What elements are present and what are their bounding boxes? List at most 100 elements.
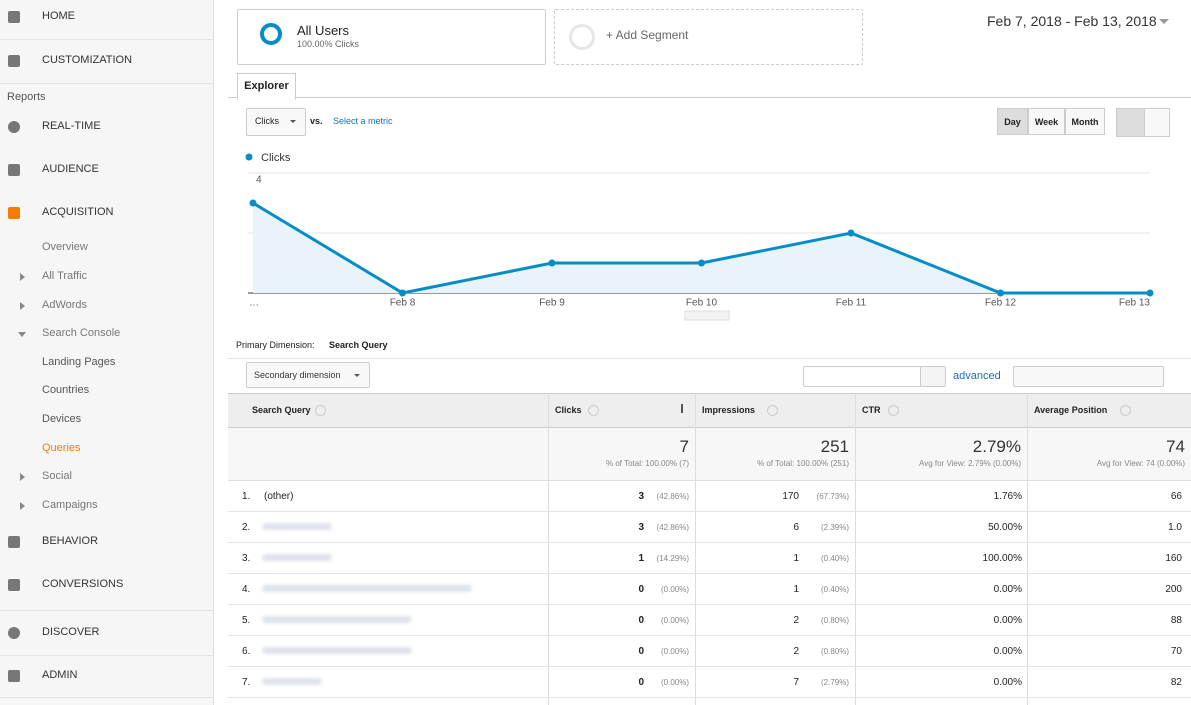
row-divider — [228, 666, 1191, 667]
point — [847, 229, 855, 237]
period-button[interactable]: Month — [1065, 108, 1105, 135]
nav-item[interactable]: Devices — [42, 413, 82, 425]
nav-arrow — [20, 273, 25, 281]
nav-item[interactable]: Countries — [42, 384, 90, 396]
segment-name: All Users — [297, 23, 350, 38]
impressions: 1 — [793, 584, 799, 595]
nav-item[interactable]: ADMIN — [42, 669, 78, 681]
impressions: 7 — [793, 677, 799, 688]
nav-item[interactable]: Search Console — [42, 327, 121, 339]
search-button[interactable] — [920, 366, 946, 387]
nav-item[interactable]: Queries — [42, 442, 81, 454]
redacted-query — [262, 678, 322, 685]
nav-item[interactable]: ACQUISITION — [42, 206, 114, 218]
column-divider — [1027, 393, 1028, 705]
column-header[interactable]: Search Query — [252, 405, 311, 415]
nav-arrow — [20, 302, 25, 310]
date-range[interactable]: Feb 7, 2018 - Feb 13, 2018 — [987, 13, 1157, 29]
nav-item[interactable]: CUSTOMIZATION — [42, 54, 133, 66]
ctr: 50.00% — [988, 522, 1022, 533]
clicks-share: (42.86%) — [656, 492, 689, 501]
view-toggles[interactable] — [1013, 366, 1164, 387]
clicks-share: (0.00%) — [660, 647, 689, 656]
nav-icon — [8, 55, 20, 67]
clicks-share: (0.00%) — [660, 678, 689, 687]
ctr: 1.76% — [993, 491, 1022, 502]
clicks: 0 — [638, 646, 644, 657]
query[interactable]: (other) — [264, 491, 294, 502]
nav-item[interactable]: Campaigns — [42, 499, 98, 511]
sidebar-divider — [0, 610, 213, 611]
metric-select[interactable]: Clicks — [246, 108, 306, 136]
clicks: 0 — [638, 584, 644, 595]
primary-dimension-value[interactable]: Search Query — [329, 340, 388, 350]
motion-chart-button[interactable] — [1144, 108, 1170, 137]
impressions-share: (2.39%) — [820, 523, 849, 532]
segment-detail: 100.00% Clicks — [297, 39, 360, 49]
row-divider — [228, 635, 1191, 636]
impressions-share: (0.40%) — [820, 585, 849, 594]
total-note: Avg for View: 2.79% (0.00%) — [919, 459, 1021, 468]
sidebar: HOME CUSTOMIZATION Reports REAL-TIME AUDIENC… — [0, 0, 214, 705]
impressions-share: (67.73%) — [816, 492, 849, 501]
select-metric[interactable]: Select a metric — [333, 116, 393, 126]
column-header[interactable]: Average Position — [1034, 405, 1108, 415]
total-value: 2.79% — [972, 437, 1021, 456]
nav-icon — [8, 579, 20, 591]
impressions: 2 — [793, 646, 799, 657]
secondary-dimension[interactable]: Secondary dimension — [246, 362, 370, 388]
rank: 5. — [242, 615, 251, 626]
row-divider — [228, 511, 1191, 512]
nav-item[interactable]: Landing Pages — [42, 356, 116, 368]
nav-item[interactable]: AUDIENCE — [42, 163, 99, 175]
redacted-query — [262, 616, 412, 623]
nav-item[interactable]: Social — [42, 470, 72, 482]
nav-item[interactable]: All Traffic — [42, 270, 88, 282]
period-button[interactable]: Week — [1028, 108, 1065, 135]
impressions: 2 — [793, 615, 799, 626]
rank: 1. — [242, 491, 251, 502]
add-segment[interactable]: + Add Segment — [554, 9, 863, 65]
tab[interactable]: Explorer — [237, 73, 296, 100]
rank: 7. — [242, 677, 251, 688]
total-note: Avg for View: 74 (0.00%) — [1096, 459, 1185, 468]
segment-card[interactable]: All Users 100.00% Clicks — [237, 9, 546, 65]
nav-item[interactable]: CONVERSIONS — [42, 578, 124, 590]
avg-position: 160 — [1165, 553, 1182, 564]
advanced-link[interactable]: advanced — [953, 370, 1001, 382]
nav-item[interactable]: HOME — [42, 10, 75, 22]
sort-arrow — [681, 404, 683, 413]
nav-item[interactable]: REAL-TIME — [42, 120, 101, 132]
column-divider — [855, 393, 856, 705]
nav-icon — [8, 164, 20, 176]
column-header[interactable]: Impressions — [702, 405, 756, 415]
period-button[interactable]: Day — [997, 108, 1028, 135]
column-header[interactable]: Clicks — [555, 405, 582, 415]
nav-icon — [8, 121, 20, 133]
total-note: % of Total: 100.00% (251) — [757, 459, 849, 468]
avg-position: 88 — [1170, 615, 1182, 626]
sidebar-divider — [0, 83, 213, 84]
search-box[interactable] — [803, 366, 922, 387]
clicks: 3 — [638, 522, 644, 533]
nav-icon — [8, 11, 20, 23]
collapse-handle — [684, 310, 730, 321]
nav-item[interactable]: DISCOVER — [42, 626, 100, 638]
nav-item[interactable]: Overview — [42, 241, 88, 253]
point — [997, 289, 1004, 297]
date-caret — [1159, 19, 1169, 29]
nav-item[interactable]: BEHAVIOR — [42, 535, 99, 547]
ctr: 0.00% — [993, 677, 1022, 688]
point — [548, 259, 556, 267]
row-divider — [228, 542, 1191, 543]
redacted-query — [262, 523, 332, 530]
nav-item[interactable]: AdWords — [42, 299, 88, 311]
avg-position: 1.0 — [1168, 522, 1182, 533]
impressions-share: (0.80%) — [820, 616, 849, 625]
clicks-share: (0.00%) — [660, 585, 689, 594]
help-icon — [315, 405, 326, 416]
column-header[interactable]: CTR — [862, 405, 881, 415]
y-tick-label: 4 — [256, 175, 262, 186]
clicks: 0 — [638, 615, 644, 626]
